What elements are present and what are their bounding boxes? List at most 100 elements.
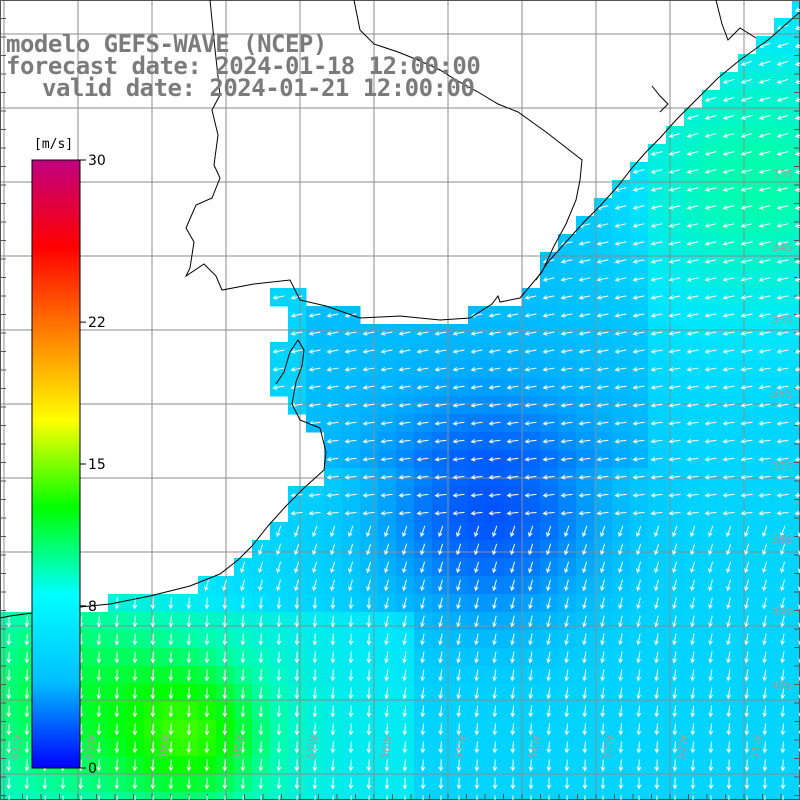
- wind-arrow: [114, 759, 120, 772]
- wind-arrow: [578, 510, 591, 516]
- wind-arrow: [672, 525, 678, 538]
- wind-arrow: [416, 474, 429, 480]
- wind-arrow: [470, 331, 483, 336]
- wind-arrow: [744, 651, 749, 664]
- wind-arrow: [492, 741, 498, 754]
- wind-arrow: [470, 474, 483, 480]
- wind-arrow: [614, 223, 627, 228]
- wind-arrow: [690, 741, 696, 754]
- wind-arrow: [740, 349, 753, 354]
- wind-arrow: [474, 543, 480, 556]
- wind-arrow: [380, 403, 393, 408]
- wind-arrow: [578, 385, 591, 390]
- wind-arrow: [344, 331, 357, 336]
- wind-arrow: [6, 633, 12, 646]
- wind-arrow: [690, 597, 695, 610]
- wind-arrow: [168, 633, 174, 646]
- wind-arrow: [722, 438, 735, 444]
- wind-arrow: [24, 669, 30, 682]
- wind-arrow: [528, 741, 534, 754]
- wind-arrow: [344, 510, 357, 516]
- wind-arrow: [654, 543, 660, 556]
- wind-arrow: [344, 349, 357, 354]
- wind-arrow: [366, 597, 372, 610]
- wind-arrow: [258, 651, 264, 664]
- wind-arrow: [560, 313, 573, 318]
- wind-arrow: [402, 561, 408, 574]
- wind-arrow: [326, 331, 339, 336]
- wind-arrow: [6, 687, 12, 700]
- wind-arrow: [686, 313, 699, 318]
- wind-arrow: [722, 78, 735, 84]
- wind-arrow: [546, 597, 551, 610]
- wind-arrow: [434, 510, 447, 516]
- wind-arrow: [704, 420, 717, 426]
- wind-arrow: [674, 795, 676, 800]
- wind-arrow: [384, 597, 389, 610]
- wind-arrow: [650, 259, 663, 264]
- wind-arrow: [434, 385, 447, 390]
- wind-arrow: [668, 241, 681, 246]
- wind-arrow: [744, 579, 749, 592]
- wind-arrow: [578, 331, 591, 336]
- wind-arrow: [186, 615, 192, 628]
- wind-arrow: [420, 597, 425, 610]
- wind-arrow: [402, 705, 408, 718]
- wind-arrow: [134, 795, 136, 800]
- wind-arrow: [308, 385, 321, 390]
- wind-arrow: [776, 385, 789, 390]
- wind-arrow: [348, 579, 353, 592]
- wind-arrow: [654, 561, 660, 574]
- wind-arrow: [398, 367, 411, 372]
- wind-arrow: [326, 510, 339, 516]
- wind-arrow: [492, 705, 498, 718]
- wind-arrow: [452, 349, 465, 354]
- wind-arrow: [600, 561, 606, 574]
- wind-arrow: [366, 543, 372, 556]
- wind-arrow: [152, 795, 154, 800]
- wind-arrow: [330, 597, 336, 610]
- wind-arrow: [722, 169, 735, 174]
- wind-arrow: [582, 543, 588, 556]
- wind-arrow: [452, 403, 465, 408]
- wind-arrow: [542, 313, 555, 318]
- wind-arrow: [438, 705, 444, 718]
- wind-arrow: [686, 438, 699, 444]
- wind-arrow: [740, 313, 753, 318]
- wind-arrow: [332, 795, 334, 800]
- wind-arrow: [528, 687, 534, 700]
- wind-arrow: [726, 651, 731, 664]
- wind-arrow: [474, 597, 479, 610]
- wind-arrow: [618, 543, 624, 556]
- wind-arrow: [416, 456, 429, 462]
- wind-arrow: [312, 579, 317, 592]
- lon-label: 54W: [526, 734, 543, 761]
- wind-arrow: [776, 313, 789, 318]
- wind-arrow: [686, 385, 699, 390]
- wind-arrow: [258, 597, 264, 610]
- wind-arrow: [474, 651, 479, 664]
- wind-arrow: [330, 723, 336, 736]
- wind-arrow: [758, 367, 771, 372]
- wind-arrow: [776, 277, 789, 282]
- wind-arrow: [798, 676, 800, 682]
- wind-arrow: [686, 403, 699, 408]
- wind-arrow: [276, 579, 281, 592]
- wind-arrow: [384, 579, 389, 592]
- wind-vectors: [6, 7, 800, 800]
- wind-arrow: [668, 403, 681, 408]
- wind-arrow: [114, 741, 120, 754]
- wind-arrow: [560, 385, 573, 390]
- wind-arrow: [636, 525, 642, 538]
- wind-arrow: [492, 543, 498, 556]
- wind-arrow: [344, 403, 357, 408]
- wind-arrow: [276, 651, 282, 664]
- wind-arrow: [578, 367, 591, 372]
- wind-arrow: [204, 741, 210, 754]
- wind-arrow: [168, 615, 174, 628]
- wind-arrow: [240, 597, 246, 610]
- wind-arrow: [474, 633, 479, 646]
- wind-arrow: [452, 331, 465, 336]
- wind-arrow: [290, 331, 303, 336]
